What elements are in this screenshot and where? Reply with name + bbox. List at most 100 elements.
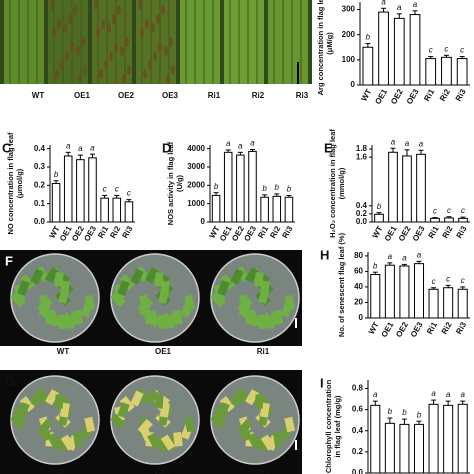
lesion — [94, 0, 98, 10]
leaf-piece — [284, 294, 296, 311]
bar — [457, 288, 468, 319]
leaf-piece — [17, 280, 30, 297]
significance-letter: c — [115, 185, 119, 194]
significance-letter: a — [250, 139, 255, 148]
y-axis-label: (μM/g) — [325, 32, 334, 55]
leaf-piece — [245, 267, 259, 284]
significance-letter: b — [262, 184, 267, 193]
lesion — [52, 28, 56, 38]
leaf-piece — [60, 312, 76, 329]
leaf-piece — [160, 312, 176, 329]
bar — [425, 58, 437, 86]
bar — [444, 217, 454, 223]
bar — [399, 423, 410, 474]
bar — [457, 403, 468, 474]
panel-label: G — [5, 373, 15, 388]
leaf-piece — [237, 296, 253, 313]
leaf-piece — [54, 394, 64, 409]
lesion — [83, 65, 87, 75]
significance-letter: a — [238, 141, 243, 150]
significance-letter: b — [417, 410, 422, 419]
significance-letter: b — [214, 182, 219, 191]
y-tick-label: 0.0 — [356, 217, 368, 226]
x-tick-label: OE2 — [389, 87, 405, 106]
leaf-piece — [273, 309, 283, 325]
significance-letter: a — [78, 144, 83, 153]
x-tick-label: OE3 — [411, 224, 427, 243]
sample-label: WT — [32, 91, 45, 100]
bar — [399, 265, 410, 319]
y-axis-label: NO concentration in flag leaf — [6, 132, 15, 235]
leaf-piece — [254, 394, 264, 409]
lesion — [109, 51, 113, 61]
x-tick-label: Ri3 — [455, 224, 469, 240]
leaf-piece — [260, 434, 276, 451]
lesion — [78, 74, 82, 84]
panel-label: C — [2, 140, 12, 155]
bar — [388, 151, 398, 223]
y-tick-label: 0.2 — [356, 209, 368, 218]
y-tick-label: 80 — [354, 251, 363, 260]
significance-letter: c — [446, 274, 450, 283]
sample-label: OE2 — [118, 91, 135, 100]
sample-label: OE1 — [74, 91, 91, 100]
sample-label: WT — [57, 468, 70, 474]
significance-letter: a — [381, 0, 386, 6]
y-axis-label: NOS activity in flag leaf — [166, 141, 175, 225]
bar — [409, 14, 421, 86]
lesion — [153, 51, 157, 61]
lesion — [169, 37, 173, 47]
leaf-piece — [137, 418, 153, 435]
lesion — [68, 14, 72, 24]
panel-label: H — [320, 247, 329, 262]
significance-letter: a — [391, 137, 396, 146]
leaf-piece — [284, 416, 296, 433]
lesion — [107, 23, 111, 33]
bar — [428, 403, 439, 474]
lesion — [76, 46, 80, 56]
significance-letter: c — [460, 46, 464, 55]
sample-label: Ri3 — [296, 91, 309, 100]
y-axis-label: H₂O₂ concentration in flag leaf — [328, 129, 337, 238]
significance-letter: b — [377, 202, 382, 211]
significance-letter: a — [419, 139, 424, 148]
bar — [370, 274, 381, 319]
lesion — [63, 23, 67, 33]
significance-letter: a — [460, 390, 465, 399]
y-tick-label: 4000 — [187, 144, 205, 153]
bar — [248, 150, 257, 223]
y-tick-label: 0.0 — [352, 468, 364, 474]
sample-label: Ri1 — [208, 91, 221, 100]
leaf-piece — [130, 390, 144, 407]
significance-letter: a — [397, 3, 402, 12]
significance-letter: a — [226, 139, 231, 148]
y-tick-label: 0.0 — [34, 217, 46, 226]
y-tick-label: 1000 — [187, 199, 205, 208]
leaf-piece — [54, 272, 64, 287]
y-tick-label: 0 — [359, 313, 364, 322]
panel-label: F — [5, 253, 13, 268]
x-tick-label: Ri2 — [438, 87, 452, 103]
x-tick-label: Ri1 — [422, 87, 436, 103]
x-tick-label: OE2 — [397, 224, 413, 243]
panel-label: D — [162, 140, 171, 155]
bar — [430, 217, 440, 223]
bar — [236, 154, 245, 223]
lesion — [57, 19, 61, 29]
y-tick-label: 100 — [342, 55, 356, 64]
leaf-piece — [37, 418, 53, 435]
significance-letter: c — [433, 207, 437, 216]
significance-letter: b — [402, 408, 407, 417]
sample-label: OE3 — [162, 91, 179, 100]
significance-letter: a — [417, 250, 422, 259]
significance-letter: a — [431, 389, 436, 398]
lesion — [117, 5, 121, 15]
bar — [416, 153, 426, 223]
leaf-piece — [210, 291, 226, 308]
leaf-piece — [60, 434, 76, 451]
leaf-piece — [84, 416, 96, 433]
leaf-piece — [210, 413, 226, 430]
leaf-piece — [45, 389, 59, 406]
y-tick-label: 0 — [351, 80, 356, 89]
